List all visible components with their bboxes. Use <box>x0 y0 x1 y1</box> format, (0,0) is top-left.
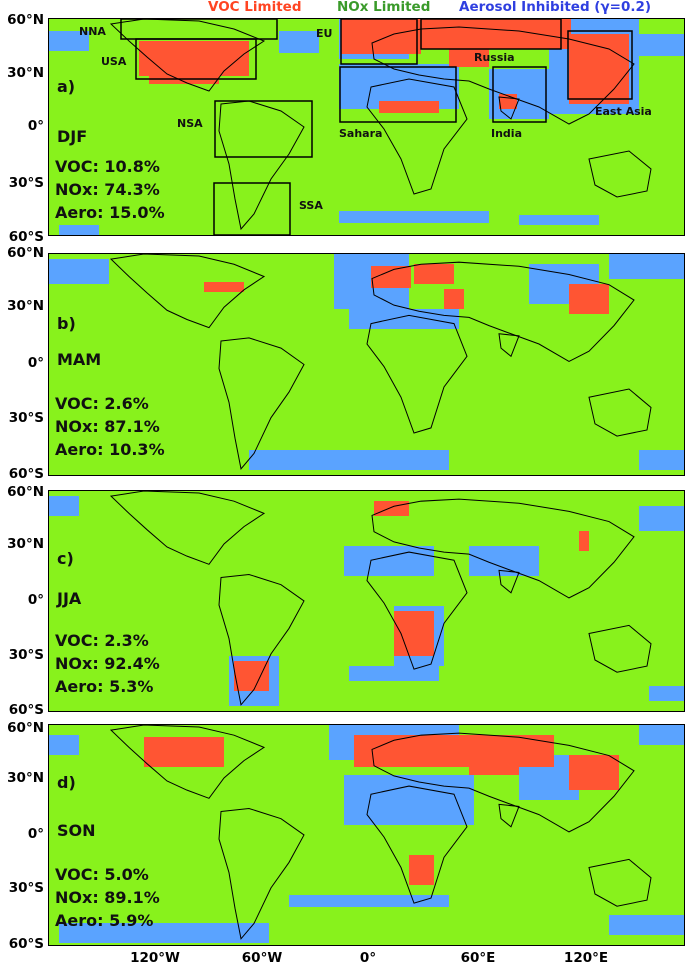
coastline <box>109 725 266 799</box>
voc-percentage: VOC: 10.8% <box>55 157 160 176</box>
voc-percentage: VOC: 5.0% <box>55 865 149 884</box>
panel-letter: d) <box>57 773 76 792</box>
coastline <box>371 261 635 362</box>
lat-tick: 60°N <box>7 245 44 261</box>
lat-tick: 0° <box>27 355 44 371</box>
season-label: JJA <box>57 589 82 608</box>
panel-letter: b) <box>57 314 76 333</box>
coastline <box>218 807 305 940</box>
coastline <box>371 26 635 125</box>
lat-tick: 30°N <box>7 536 44 552</box>
voc-percentage: VOC: 2.6% <box>55 394 149 413</box>
nox-percentage: NOx: 92.4% <box>55 654 160 673</box>
panel-letter: a) <box>57 77 76 96</box>
map-panel-jja: c) JJA VOC: 2.3% NOx: 92.4% Aero: 5.3% <box>48 490 685 712</box>
legend-aerosol-inhibited: Aerosol Inhibited (γ=0.2) <box>459 0 652 15</box>
region-label-usa: USA <box>101 55 127 68</box>
region-label-east-asia: East Asia <box>595 105 652 118</box>
lon-tick: 120°E <box>563 950 609 966</box>
lon-tick: 120°W <box>130 950 180 966</box>
coastline <box>109 491 266 565</box>
coastline <box>498 803 520 828</box>
lat-tick: 60°S <box>8 229 44 245</box>
lat-tick: 30°S <box>8 175 44 191</box>
lat-tick: 60°S <box>8 936 44 952</box>
coastline <box>366 314 468 434</box>
map-panel-djf: NNA USA NSA SSA EU Russia Sahara India E… <box>48 18 685 236</box>
legend-nox-limited: NOx Limited <box>337 0 431 15</box>
region-label-ssa: SSA <box>299 199 323 212</box>
lon-tick: 0° <box>359 950 377 966</box>
aero-percentage: Aero: 15.0% <box>55 203 165 222</box>
aero-percentage: Aero: 5.3% <box>55 677 154 696</box>
regime-map-son <box>49 725 684 943</box>
lon-tick: 60°W <box>241 950 283 966</box>
lat-tick: 30°N <box>7 65 44 81</box>
coastline <box>588 858 652 907</box>
coastline <box>498 96 520 120</box>
coastline <box>366 78 468 195</box>
regime-map-jja <box>49 491 684 706</box>
coastline <box>109 19 266 92</box>
aero-percentage: Aero: 5.9% <box>55 911 154 930</box>
lat-tick: 60°N <box>7 484 44 500</box>
nox-percentage: NOx: 89.1% <box>55 888 160 907</box>
lat-tick: 60°S <box>8 466 44 482</box>
coastline <box>366 551 468 670</box>
regime-map-djf <box>49 19 684 235</box>
coastline <box>588 388 652 437</box>
coastline <box>218 100 305 231</box>
legend: VOC Limited NOx Limited Aerosol Inhibite… <box>0 0 685 18</box>
season-label: SON <box>57 821 96 840</box>
lat-tick: 0° <box>27 826 44 842</box>
coastline <box>109 254 266 329</box>
nox-percentage: NOx: 87.1% <box>55 417 160 436</box>
lat-tick: 60°S <box>8 702 44 718</box>
region-label-eu: EU <box>316 27 333 40</box>
lat-tick: 0° <box>27 592 44 608</box>
map-panel-son: d) SON VOC: 5.0% NOx: 89.1% Aero: 5.9% <box>48 724 685 946</box>
coastline <box>371 732 635 833</box>
region-label-sahara: Sahara <box>339 127 383 140</box>
lat-tick: 30°S <box>8 410 44 426</box>
coastline <box>371 498 635 599</box>
region-label-nna: NNA <box>79 25 106 38</box>
coastline <box>588 150 652 198</box>
coastline <box>498 333 520 358</box>
season-label: DJF <box>57 127 88 146</box>
season-label: MAM <box>57 350 102 369</box>
coastline <box>218 337 305 470</box>
lat-tick: 60°N <box>7 720 44 736</box>
map-panel-mam: b) MAM VOC: 2.6% NOx: 87.1% Aero: 10.3% <box>48 253 685 476</box>
region-label-russia: Russia <box>474 51 515 64</box>
panel-letter: c) <box>57 549 74 568</box>
region-label-nsa: NSA <box>177 117 203 130</box>
lat-tick: 0° <box>27 118 44 134</box>
aero-percentage: Aero: 10.3% <box>55 440 165 459</box>
lat-tick: 30°N <box>7 770 44 786</box>
coastline <box>366 785 468 904</box>
lat-tick: 30°S <box>8 880 44 896</box>
voc-percentage: VOC: 2.3% <box>55 631 149 650</box>
lon-tick: 60°E <box>460 950 496 966</box>
lat-tick: 60°N <box>7 12 44 28</box>
regime-map-mam <box>49 254 684 470</box>
nox-percentage: NOx: 74.3% <box>55 180 160 199</box>
coastline <box>498 569 520 594</box>
coastline <box>218 573 305 706</box>
coastline <box>588 624 652 673</box>
lat-tick: 30°N <box>7 298 44 314</box>
region-label-india: India <box>491 127 522 140</box>
lat-tick: 30°S <box>8 647 44 663</box>
legend-voc-limited: VOC Limited <box>208 0 302 15</box>
